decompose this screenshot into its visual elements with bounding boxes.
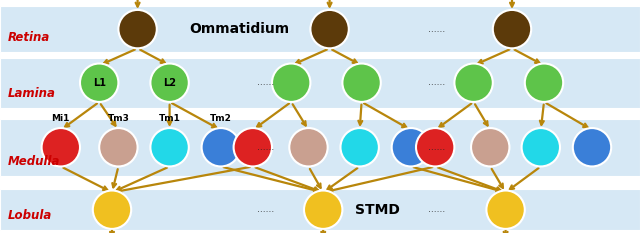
Ellipse shape bbox=[304, 191, 342, 229]
Ellipse shape bbox=[471, 128, 509, 166]
Text: Medulla: Medulla bbox=[8, 155, 60, 168]
Ellipse shape bbox=[392, 128, 430, 166]
Text: L1: L1 bbox=[93, 78, 106, 88]
Text: STMD: STMD bbox=[355, 203, 400, 217]
Text: Lobula: Lobula bbox=[8, 209, 52, 222]
Text: ......: ...... bbox=[257, 205, 274, 214]
Ellipse shape bbox=[416, 128, 454, 166]
Text: Ommatidium: Ommatidium bbox=[189, 22, 289, 36]
Ellipse shape bbox=[289, 128, 328, 166]
Text: Tm1: Tm1 bbox=[159, 114, 180, 123]
Ellipse shape bbox=[486, 191, 525, 229]
Text: L2: L2 bbox=[163, 78, 176, 88]
Text: ......: ...... bbox=[257, 78, 274, 87]
Ellipse shape bbox=[340, 128, 379, 166]
Ellipse shape bbox=[93, 191, 131, 229]
Ellipse shape bbox=[80, 64, 118, 102]
Ellipse shape bbox=[234, 128, 272, 166]
Text: ......: ...... bbox=[428, 25, 445, 34]
Bar bbox=[0, 189, 640, 230]
Ellipse shape bbox=[310, 10, 349, 48]
Text: Retina: Retina bbox=[8, 31, 50, 44]
Bar bbox=[0, 7, 640, 52]
Ellipse shape bbox=[522, 128, 560, 166]
Text: Mi1: Mi1 bbox=[52, 114, 70, 123]
Text: ......: ...... bbox=[428, 143, 445, 152]
Ellipse shape bbox=[42, 128, 80, 166]
Ellipse shape bbox=[525, 64, 563, 102]
Text: Lamina: Lamina bbox=[8, 87, 56, 100]
Text: ......: ...... bbox=[257, 143, 274, 152]
Ellipse shape bbox=[573, 128, 611, 166]
Text: ......: ...... bbox=[257, 25, 274, 34]
Bar bbox=[0, 58, 640, 108]
Ellipse shape bbox=[493, 10, 531, 48]
Ellipse shape bbox=[118, 10, 157, 48]
Text: Tm3: Tm3 bbox=[108, 114, 129, 123]
Text: ......: ...... bbox=[428, 205, 445, 214]
Ellipse shape bbox=[272, 64, 310, 102]
Text: ......: ...... bbox=[428, 78, 445, 87]
Ellipse shape bbox=[454, 64, 493, 102]
Ellipse shape bbox=[150, 64, 189, 102]
Ellipse shape bbox=[150, 128, 189, 166]
Bar bbox=[0, 119, 640, 177]
Ellipse shape bbox=[99, 128, 138, 166]
Text: Tm2: Tm2 bbox=[210, 114, 232, 123]
Ellipse shape bbox=[342, 64, 381, 102]
Ellipse shape bbox=[202, 128, 240, 166]
